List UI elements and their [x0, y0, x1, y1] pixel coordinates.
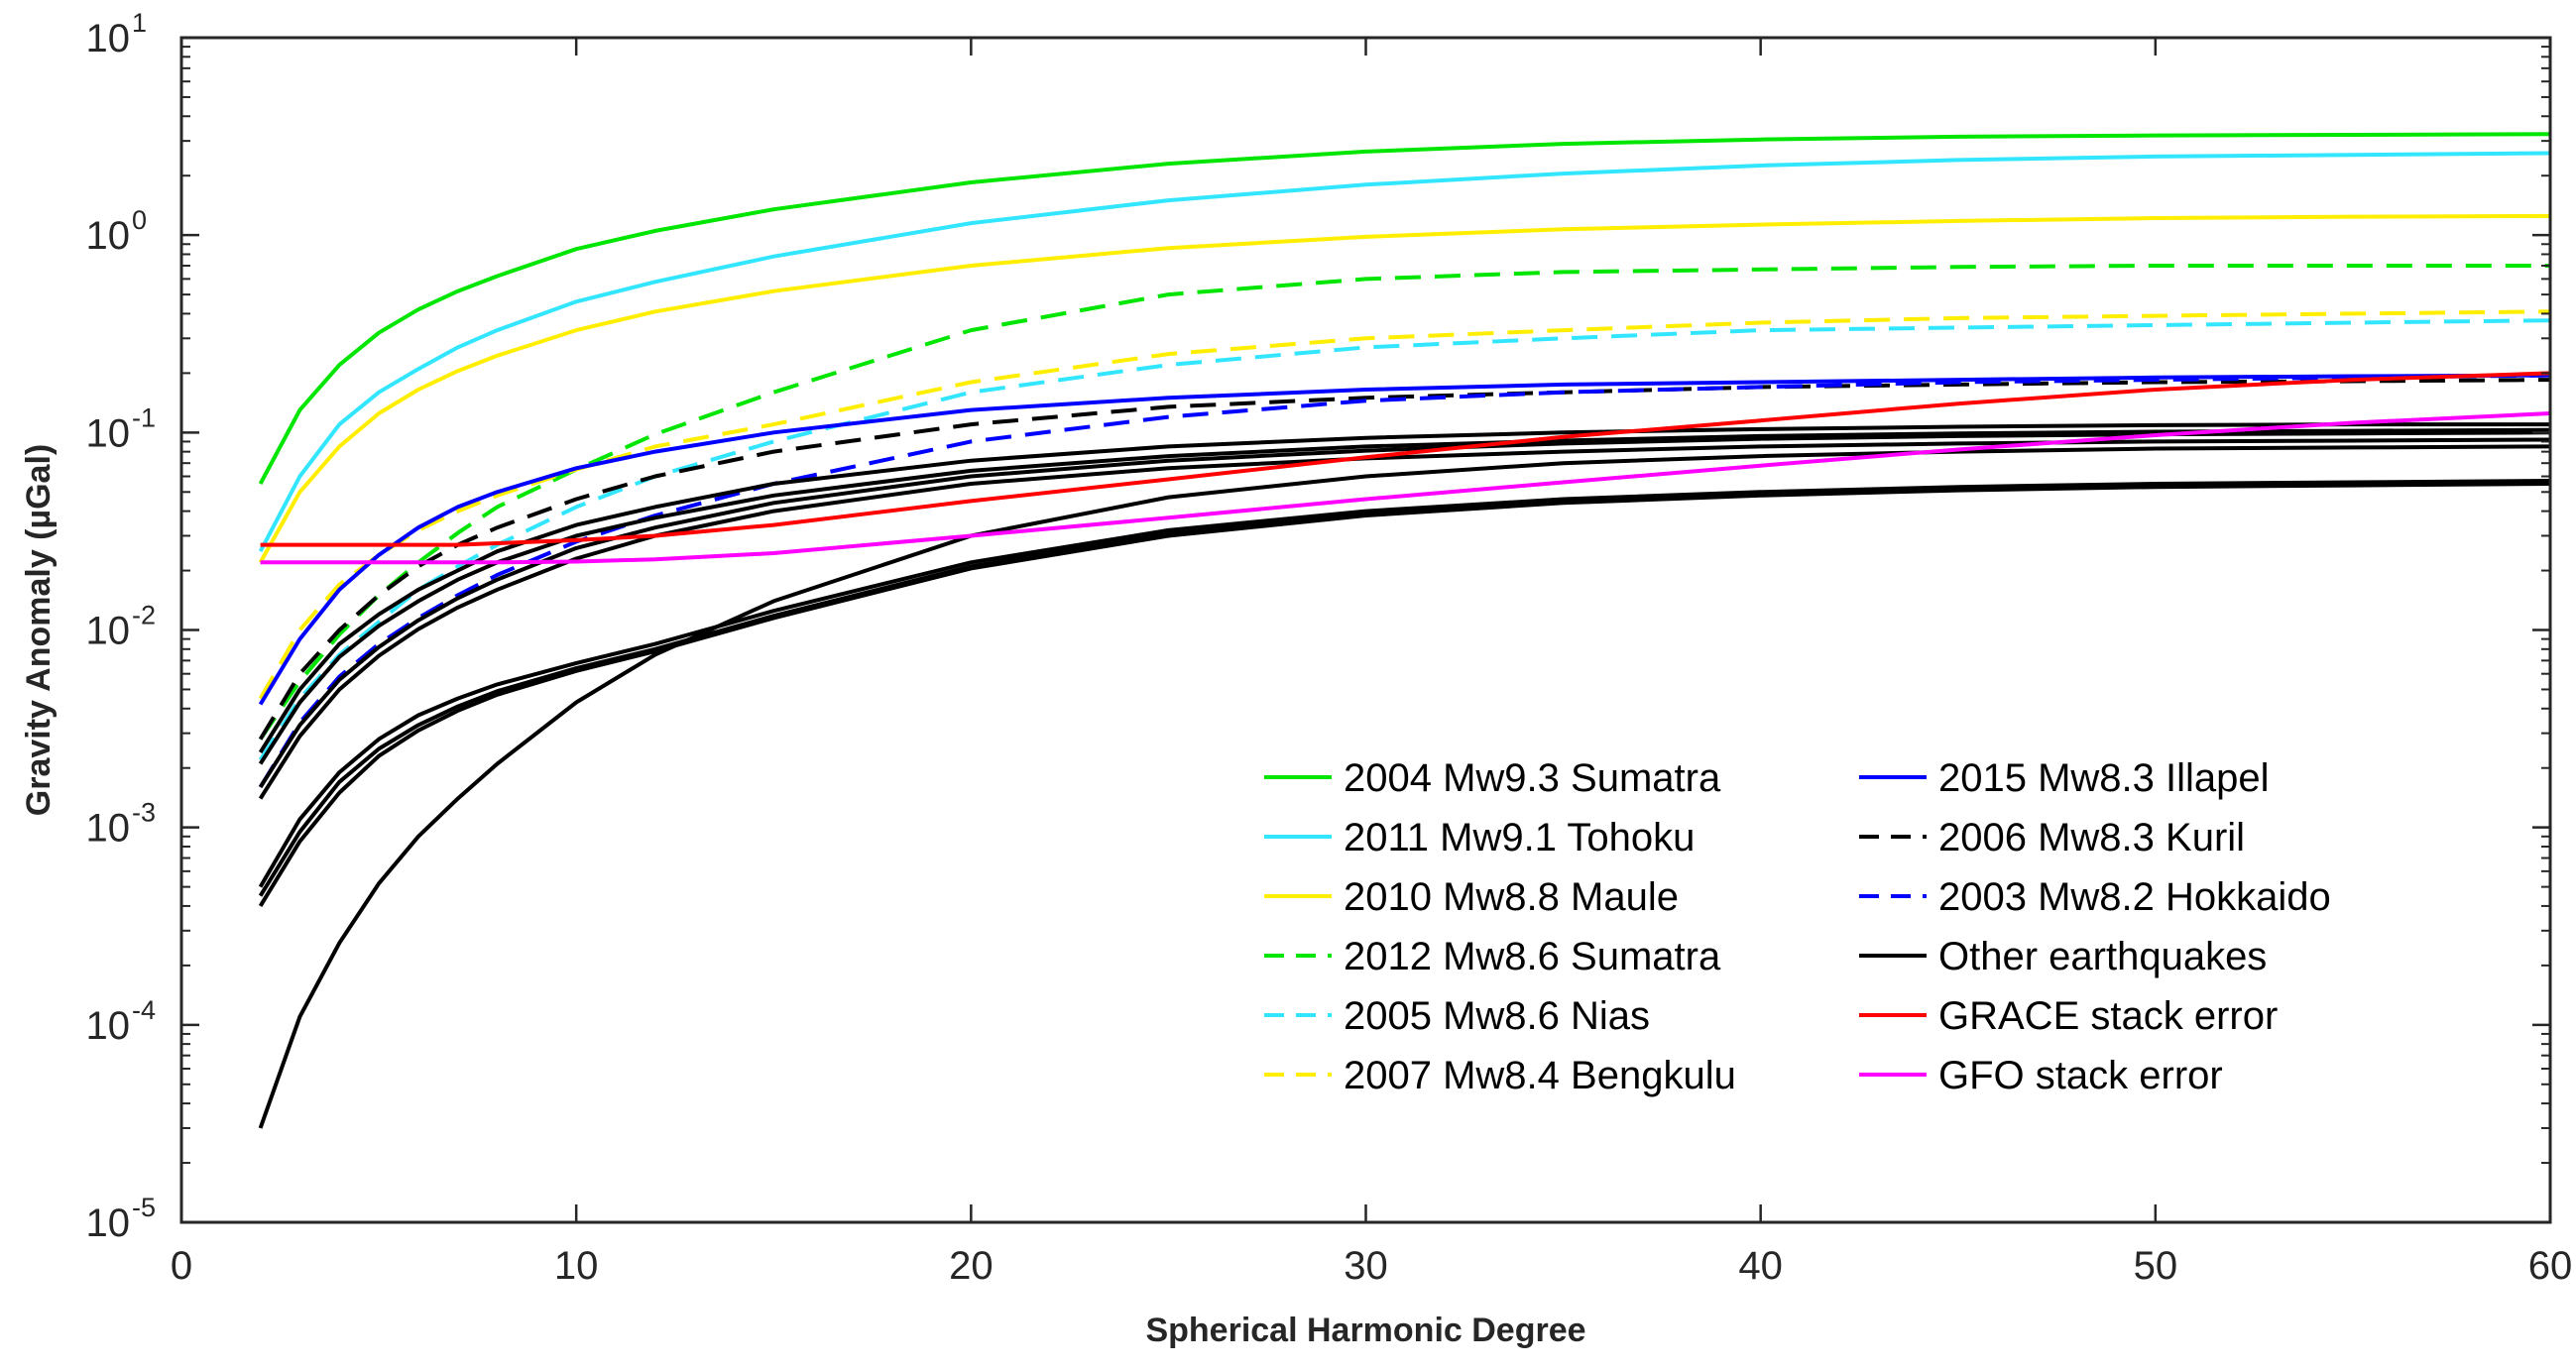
y-tick-exponent: 1	[132, 8, 147, 38]
series-line-2007-mw8-4-bengkulu-5	[258, 309, 2551, 700]
series-line-grace-stack-error-17	[260, 371, 2551, 547]
legend-label-2011-mw9-1-tohoku: 2011 Mw9.1 Tohoku	[1344, 816, 1695, 859]
legend-label-2004-mw9-3-sumatra: 2004 Mw9.3 Sumatra	[1344, 756, 1721, 800]
y-tick-exponent: -5	[132, 1193, 156, 1222]
y-tick-exponent: -2	[132, 601, 156, 630]
y-tick-base: 10	[86, 1201, 131, 1245]
series-line-2011-mw9-1-tohoku-1	[258, 151, 2551, 553]
y-tick-exponent: -3	[132, 798, 156, 828]
legend-label-other-earthquakes: Other earthquakes	[1938, 935, 2267, 978]
series-line-2005-mw8-6-nias-4	[258, 318, 2551, 761]
series-line-gfo-stack-error-18	[260, 411, 2551, 565]
series-line-2012-mw8-6-sumatra-3	[258, 264, 2550, 741]
series-line-other-earthquakes-16	[258, 444, 2551, 1129]
legend: 2004 Mw9.3 Sumatra 2011 Mw9.1 Tohoku 2010 …	[1229, 742, 2419, 1118]
y-tick-base: 10	[86, 1004, 131, 1048]
series-line-2006-mw8-3-kuril-7	[258, 378, 2551, 741]
y-tick-base: 10	[86, 214, 131, 258]
legend-label-2005-mw8-6-nias: 2005 Mw8.6 Nias	[1344, 994, 1650, 1038]
y-tick-label: 10	[86, 214, 131, 258]
x-tick-label: 10	[554, 1244, 599, 1288]
y-tick-label: 10	[86, 807, 131, 851]
y-tick-base: 10	[86, 17, 131, 60]
series-line-other-earthquakes-15	[258, 482, 2551, 907]
legend-label-2003-mw8-2-hokkaido: 2003 Mw8.2 Hokkaido	[1938, 875, 2331, 919]
x-tick-label: 60	[2528, 1244, 2573, 1288]
legend-label-grace-stack-error: GRACE stack error	[1938, 994, 2278, 1038]
series-line-other-earthquakes-9	[258, 422, 2550, 753]
legend-label-2010-mw8-8-maule: 2010 Mw8.8 Maule	[1344, 875, 1679, 919]
legend-label-2015-mw8-3-illapel: 2015 Mw8.3 Illapel	[1938, 756, 2270, 800]
y-tick-label: 10	[86, 17, 131, 60]
series-line-2015-mw8-3-illapel-6	[258, 373, 2551, 706]
series-layer	[258, 132, 2551, 1129]
y-tick-base: 10	[86, 610, 131, 653]
legend-label-gfo-stack-error: GFO stack error	[1938, 1054, 2223, 1097]
y-axis-label: Gravity Anomaly (µGal)	[20, 444, 58, 816]
legend-label-2006-mw8-3-kuril: 2006 Mw8.3 Kuril	[1938, 816, 2245, 859]
y-tick-exponent: 0	[132, 205, 147, 235]
y-tick-label: 10	[86, 1004, 131, 1048]
legend-box	[1229, 742, 2419, 1118]
series-line-other-earthquakes-11	[258, 430, 2551, 789]
y-tick-exponent: -4	[132, 995, 156, 1025]
y-tick-base: 10	[86, 411, 131, 455]
x-tick-label: 50	[2134, 1244, 2178, 1288]
y-tick-label: 10	[86, 610, 131, 653]
x-tick-label: 30	[1344, 1244, 1388, 1288]
y-tick-label: 10	[86, 411, 131, 455]
x-tick-label: 40	[1738, 1244, 1783, 1288]
series-line-2010-mw8-8-maule-2	[258, 213, 2551, 564]
y-tick-exponent: -1	[132, 402, 156, 432]
x-axis-label: Spherical Harmonic Degree	[1145, 1312, 1585, 1349]
x-tick-label: 0	[171, 1244, 192, 1288]
y-tick-base: 10	[86, 807, 131, 851]
legend-label-2012-mw8-6-sumatra: 2012 Mw8.6 Sumatra	[1344, 935, 1721, 978]
x-tick-label: 20	[949, 1244, 994, 1288]
series-line-2004-mw9-3-sumatra-0	[258, 132, 2551, 485]
legend-label-2007-mw8-4-bengkulu: 2007 Mw8.4 Bengkulu	[1344, 1054, 1736, 1097]
series-line-other-earthquakes-10	[258, 427, 2551, 765]
series-line-other-earthquakes-12	[258, 437, 2551, 800]
y-tick-label: 10	[86, 1201, 131, 1245]
